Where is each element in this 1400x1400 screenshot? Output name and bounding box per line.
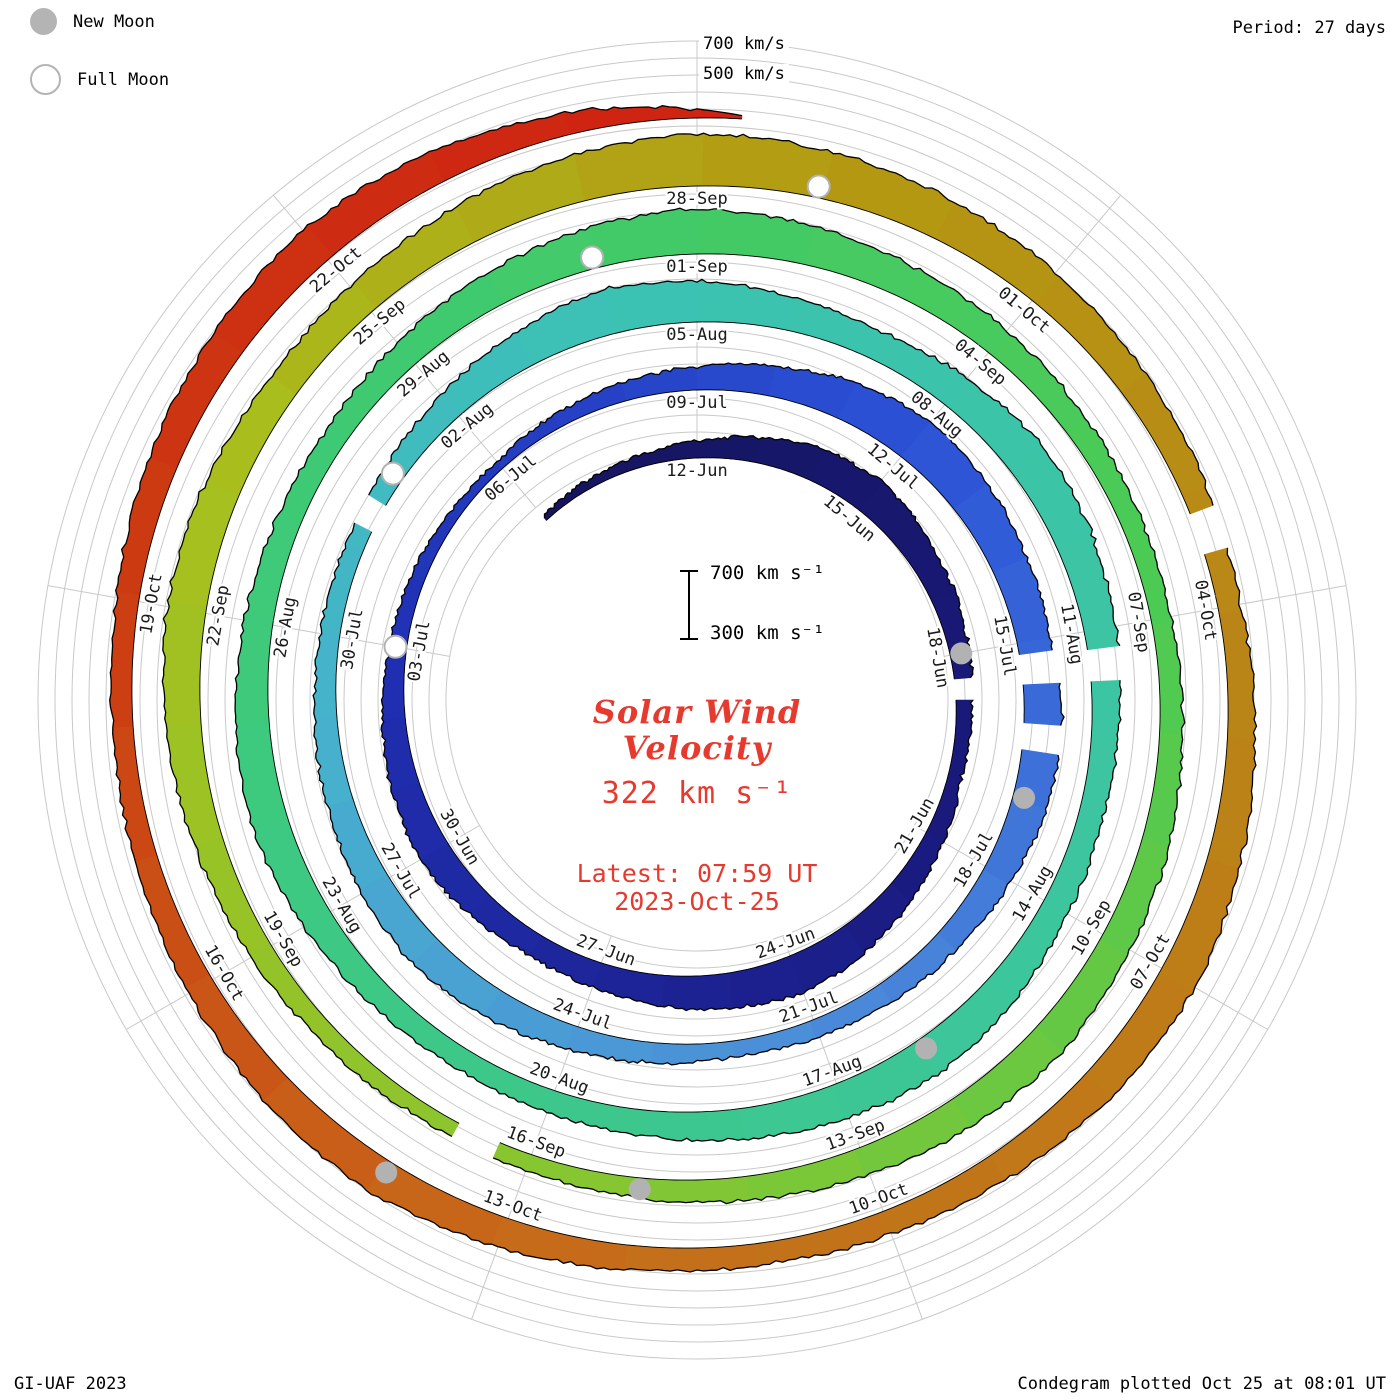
velocity-band-segment bbox=[544, 481, 592, 521]
new-moon-marker bbox=[915, 1037, 938, 1060]
grid-spoke bbox=[944, 585, 1347, 657]
legend-new-moon: New Moon bbox=[30, 8, 155, 35]
velocity-band-segment bbox=[134, 854, 210, 988]
velocity-curve bbox=[1058, 682, 1065, 726]
full-moon-icon bbox=[30, 64, 61, 95]
date-label: 28-Sep bbox=[666, 189, 727, 209]
velocity-band-segment bbox=[235, 719, 288, 828]
velocity-band-segment bbox=[587, 454, 643, 489]
velocity-band-segment bbox=[739, 1084, 845, 1141]
velocity-band-segment bbox=[1218, 610, 1257, 740]
baseline-spiral bbox=[403, 389, 1020, 977]
velocity-band-segment bbox=[261, 1077, 388, 1191]
date-label: 12-Jun bbox=[666, 461, 727, 481]
velocity-band-segment bbox=[746, 1149, 865, 1201]
new-moon-icon bbox=[30, 8, 57, 35]
baseline-spiral bbox=[545, 457, 955, 680]
latest-time-line: Latest: 07:59 UT bbox=[576, 859, 818, 888]
grid-spoke bbox=[782, 935, 923, 1320]
velocity-band-segment bbox=[491, 1216, 628, 1271]
grid-spoke bbox=[914, 825, 1268, 1030]
new-moon-marker bbox=[1013, 786, 1036, 809]
velocity-band-segment bbox=[1206, 736, 1257, 870]
velocity-band-segment bbox=[660, 972, 734, 1012]
scale-bottom-label: 300 km s⁻¹ bbox=[710, 622, 825, 644]
chart-title-line2: Velocity bbox=[622, 729, 772, 767]
velocity-band-segment bbox=[234, 614, 274, 722]
velocity-scale-bar: 700 km s⁻¹ 300 km s⁻¹ bbox=[680, 562, 824, 644]
date-label: 01-Sep bbox=[666, 257, 727, 277]
velocity-band-segment bbox=[542, 1088, 645, 1137]
latest-timestamp: Latest: 07:59 UT 2023-Oct-25 bbox=[447, 860, 947, 916]
velocity-band-segment bbox=[194, 835, 270, 953]
date-label: 09-Jul bbox=[666, 393, 727, 413]
chart-title-line1: Solar Wind bbox=[592, 693, 802, 731]
velocity-band-segment bbox=[165, 722, 223, 845]
velocity-curve bbox=[543, 434, 975, 679]
velocity-band-segment bbox=[1010, 447, 1093, 550]
new-moon-marker bbox=[375, 1161, 398, 1184]
full-moon-marker bbox=[580, 245, 605, 270]
velocity-band-segment bbox=[1120, 372, 1206, 498]
velocity-band-segment bbox=[1090, 679, 1122, 730]
latest-date-line: 2023-Oct-25 bbox=[614, 887, 780, 916]
baseline-spiral bbox=[1022, 684, 1025, 723]
velocity-band-segment bbox=[400, 272, 504, 362]
velocity-curve bbox=[368, 278, 1121, 646]
grid-label-700: 700 km/s bbox=[699, 34, 789, 54]
baseline-spiral bbox=[199, 185, 1191, 1124]
new-moon-label: New Moon bbox=[73, 11, 155, 32]
velocity-curve bbox=[109, 105, 1258, 1273]
velocity-band-segment bbox=[788, 297, 887, 360]
baseline-spiral bbox=[335, 531, 1023, 1045]
current-velocity-value: 322 km s⁻¹ bbox=[601, 776, 793, 811]
velocity-band-segment bbox=[878, 932, 957, 1003]
legend-full-moon: Full Moon bbox=[30, 64, 169, 95]
velocity-curve bbox=[380, 362, 1053, 1012]
grid-spoke bbox=[471, 935, 612, 1320]
full-moon-marker bbox=[383, 634, 408, 659]
scale-bar-line bbox=[680, 570, 698, 640]
credit-label: GI-UAF 2023 bbox=[14, 1374, 127, 1394]
velocity-band-segment bbox=[1041, 818, 1101, 919]
date-label: 05-Aug bbox=[666, 325, 727, 345]
velocity-band-segment bbox=[444, 332, 534, 414]
new-moon-marker bbox=[628, 1178, 651, 1201]
velocity-curve bbox=[312, 522, 1060, 1066]
velocity-curve bbox=[161, 132, 1214, 1137]
new-moon-marker bbox=[950, 642, 973, 665]
full-moon-marker bbox=[380, 461, 405, 486]
velocity-band-segment bbox=[109, 590, 141, 728]
velocity-band-segment bbox=[947, 714, 974, 781]
period-label: Period: 27 days bbox=[1232, 18, 1386, 38]
velocity-band-segment bbox=[1036, 276, 1148, 393]
full-moon-marker bbox=[806, 174, 831, 199]
grid-label-500: 500 km/s bbox=[699, 64, 789, 84]
velocity-band-segment bbox=[553, 382, 627, 428]
baseline-spiral bbox=[267, 253, 1161, 1181]
velocity-band-segment bbox=[728, 955, 805, 1009]
velocity-band-segment bbox=[411, 513, 457, 583]
velocity-band-segment bbox=[753, 1213, 885, 1268]
velocity-band-segment bbox=[412, 938, 502, 1017]
baseline-spiral bbox=[385, 321, 1088, 650]
velocity-curve bbox=[234, 207, 1186, 1205]
scale-top-label: 700 km s⁻¹ bbox=[710, 562, 825, 584]
full-moon-label: Full Moon bbox=[77, 69, 170, 90]
velocity-band-segment bbox=[313, 716, 354, 807]
plotted-timestamp-label: Condegram plotted Oct 25 at 08:01 UT bbox=[1017, 1374, 1386, 1394]
chart-title: Solar Wind Velocity bbox=[447, 694, 947, 766]
velocity-band-segment bbox=[1022, 682, 1065, 722]
velocity-band-segment bbox=[821, 153, 955, 240]
velocity-band-segment bbox=[278, 421, 351, 525]
baseline-spiral bbox=[131, 117, 1229, 1249]
velocity-band-segment bbox=[564, 105, 705, 135]
velocity-band-segment bbox=[915, 979, 1013, 1077]
